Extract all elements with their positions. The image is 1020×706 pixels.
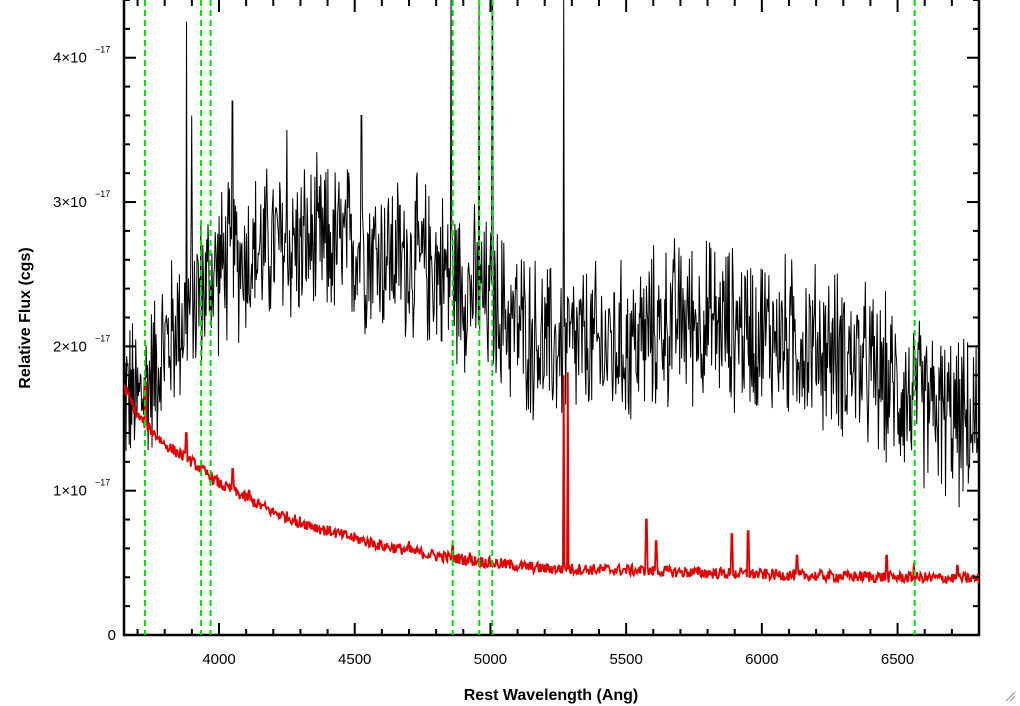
y-tick-exponent: −17 [95, 478, 110, 488]
y-tick-exponent: −17 [95, 45, 110, 55]
y-tick-exponent: −17 [95, 189, 110, 199]
y-axis-title: Relative Flux (cgs) [17, 247, 34, 388]
y-tick-label: 4×10 [53, 50, 87, 67]
y-tick-label: 0 [108, 627, 116, 644]
x-tick-label: 4000 [202, 651, 235, 668]
x-tick-label: 5500 [609, 651, 642, 668]
x-axis-ticks: 4000 4500 5000 5500 6000 6500 [136, 0, 980, 668]
x-tick-label: 6500 [881, 651, 914, 668]
series-line-1 [124, 0, 979, 508]
y-tick-exponent: −17 [95, 333, 110, 343]
x-tick-label: 6000 [745, 651, 778, 668]
y-axis-ticks: 0 1×10 −17 2×10 −17 3×10 −17 4×10 −17 [53, 0, 979, 644]
x-tick-label: 4500 [338, 651, 371, 668]
x-tick-label: 5000 [474, 651, 507, 668]
resize-grip-icon[interactable] [1004, 690, 1016, 702]
y-tick-label: 2×10 [53, 338, 87, 355]
series-line-2 [124, 372, 979, 585]
y-tick-label: 3×10 [53, 194, 87, 211]
reference-lines [143, 0, 916, 635]
y-tick-label: 1×10 [53, 483, 87, 500]
series-layer [124, 0, 979, 585]
x-axis-title: Rest Wavelength (Ang) [464, 687, 639, 704]
